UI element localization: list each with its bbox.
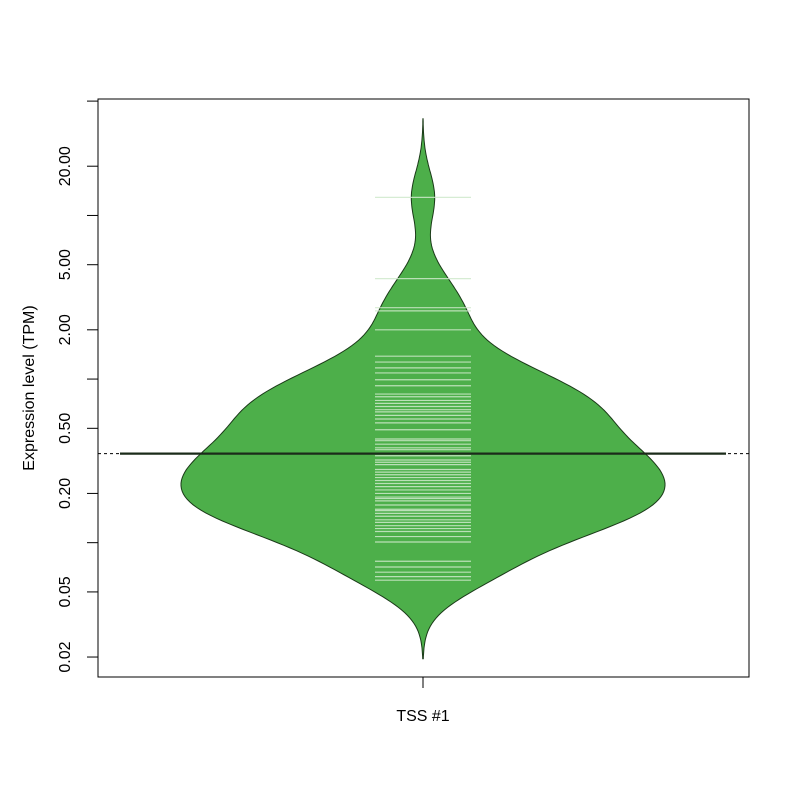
violin [180, 118, 666, 660]
y-tick-label: 20.00 [57, 146, 74, 186]
y-tick-label: 0.20 [57, 478, 74, 509]
x-tick-label: TSS #1 [396, 708, 449, 725]
y-tick-label: 0.50 [57, 413, 74, 444]
y-tick-label: 0.05 [57, 576, 74, 607]
y-tick-label: 2.00 [57, 314, 74, 345]
y-tick-label: 5.00 [57, 249, 74, 280]
y-axis-label: Expression level (TPM) [21, 305, 38, 470]
y-tick-label: 0.02 [57, 641, 74, 672]
